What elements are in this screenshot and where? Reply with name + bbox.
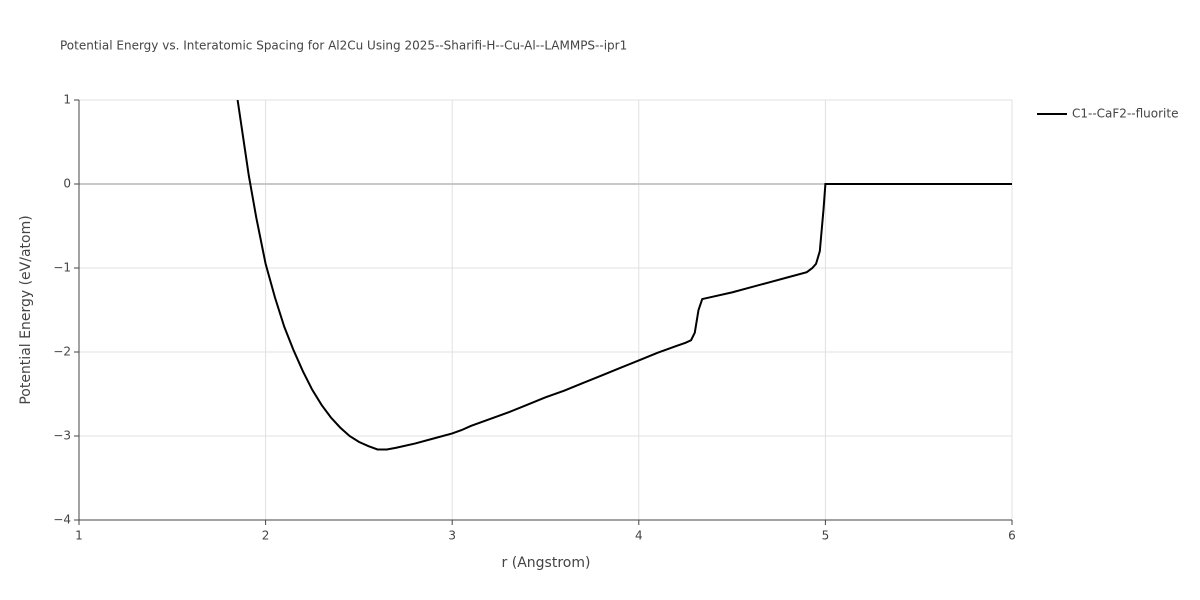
y-axis-title: Potential Energy (eV/atom) — [18, 215, 34, 404]
y-tick-label: 0 — [63, 177, 71, 191]
x-tick-label: 5 — [822, 529, 830, 543]
x-tick-label: 3 — [448, 529, 456, 543]
x-tick-label: 1 — [75, 529, 83, 543]
y-tick-label: −2 — [53, 345, 71, 359]
legend-label: C1--CaF2--fluorite — [1072, 107, 1178, 121]
line-series — [236, 100, 1012, 451]
x-tick-label: 2 — [262, 529, 270, 543]
x-tick-label: 6 — [1008, 529, 1016, 543]
chart-title: Potential Energy vs. Interatomic Spacing… — [60, 39, 627, 53]
y-tick-label: −4 — [53, 513, 71, 527]
x-axis-title: r (Angstrom) — [502, 555, 591, 571]
y-tick-label: 1 — [63, 93, 71, 107]
x-tick-label: 4 — [635, 529, 643, 543]
y-tick-label: −1 — [53, 261, 71, 275]
y-tick-label: −3 — [53, 429, 71, 443]
